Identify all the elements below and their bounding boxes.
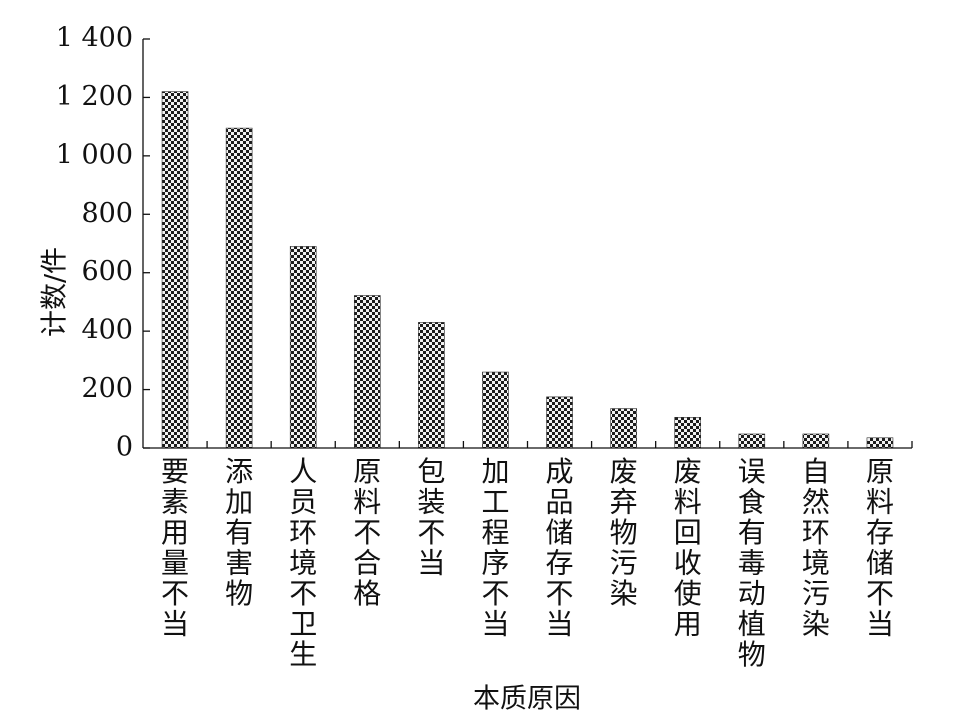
x-tick-label: 加工程序不当: [481, 455, 509, 641]
bar: [802, 433, 830, 449]
x-tick-label: 成品储存不当: [546, 455, 574, 641]
bars-layer: [161, 91, 894, 449]
bar: [674, 417, 702, 449]
y-axis-title: 计数/件: [40, 247, 71, 337]
x-tick-label: 包装不当: [417, 455, 445, 580]
bar: [610, 408, 637, 449]
y-tick-label: 1 200: [56, 81, 133, 112]
y-tick-label: 1 400: [56, 23, 133, 54]
axes-layer: [142, 38, 913, 449]
y-tick-label: 800: [81, 198, 133, 229]
bar: [289, 246, 317, 449]
x-tick-label: 误食有毒动植物: [738, 455, 766, 671]
x-tick-label: 添加有害物: [225, 455, 253, 610]
bar: [738, 433, 766, 449]
labels-layer: 0 200 400 600 800 1 000 1 200 1 400 要素用量不当 添加有害物 人…: [56, 23, 894, 672]
x-tick-label: 要素用量不当: [161, 455, 189, 641]
x-tick-label: 人员环境不卫生: [289, 455, 317, 671]
bar: [866, 437, 894, 449]
bar: [353, 295, 381, 449]
bar: [418, 322, 445, 449]
y-tick-label: 200: [81, 373, 133, 404]
bar: [225, 127, 253, 449]
y-tick-label: 600: [81, 256, 133, 287]
bar: [482, 371, 509, 449]
y-tick-label: 0: [116, 432, 133, 463]
x-tick-label: 原料不合格: [353, 455, 381, 610]
x-tick-label: 废料回收使用: [674, 455, 702, 641]
x-tick-label: 废弃物污染: [610, 455, 638, 610]
x-tick-label: 自然环境污染: [802, 455, 830, 641]
y-tick-label: 400: [81, 315, 133, 346]
bar: [161, 91, 189, 449]
x-tick-label: 原料存储不当: [866, 455, 894, 641]
x-axis-title: 本质原因: [473, 684, 581, 715]
bar: [546, 396, 573, 449]
y-tick-label: 1 000: [56, 139, 133, 170]
